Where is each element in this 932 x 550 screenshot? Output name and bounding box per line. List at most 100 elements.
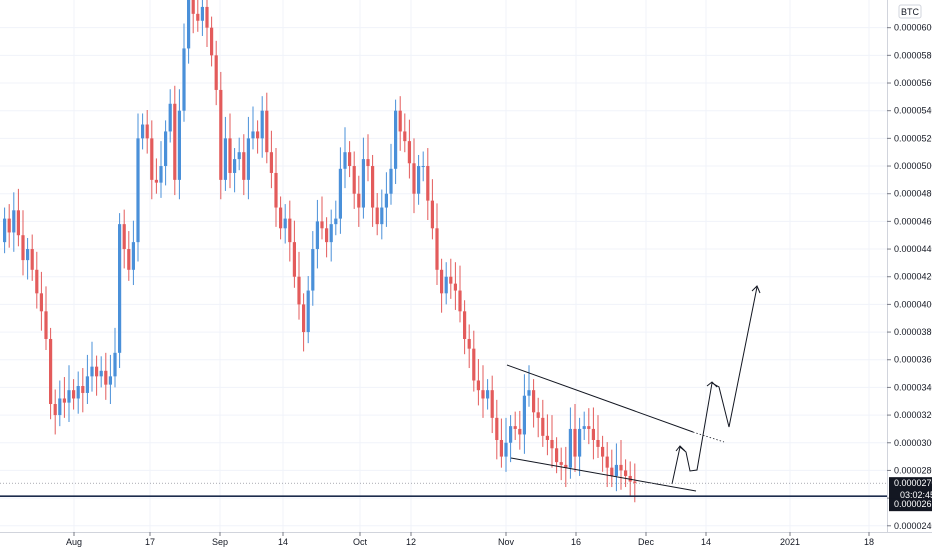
candle-body — [499, 439, 503, 457]
candle-body — [412, 163, 416, 194]
candle-body — [343, 152, 347, 169]
candle-body — [559, 462, 563, 465]
candle-body — [3, 218, 7, 243]
candle-body — [237, 152, 241, 160]
candle-body — [145, 124, 149, 139]
y-tick-label: 0.00005400 — [894, 106, 932, 116]
candle-body — [302, 304, 306, 333]
candle-body — [518, 428, 522, 435]
candle-body — [430, 200, 434, 229]
candle-body — [72, 390, 76, 399]
path-arrowhead-small — [675, 445, 686, 452]
candle-body — [122, 224, 126, 250]
candle-body — [440, 269, 444, 294]
projected-breakout-path[interactable] — [671, 286, 758, 485]
candle-body — [421, 166, 425, 168]
price-badges: 0.00002708 03:02:450.00002614 — [0, 477, 932, 512]
candle-body — [260, 110, 264, 139]
candle-body — [582, 426, 586, 429]
candle-body — [476, 380, 480, 391]
y-tick-label: 0.00004200 — [894, 272, 932, 282]
chart-drawings[interactable] — [506, 285, 761, 492]
candle-body — [141, 124, 145, 139]
wedge-upper-trendline[interactable] — [506, 364, 694, 433]
candle-body — [200, 6, 204, 21]
candle-body — [214, 55, 218, 90]
candle-body — [62, 398, 66, 403]
time-axis[interactable]: Aug 17 Sep 14 Oct 12 Nov 16 Dec 14 2021 18 — [0, 532, 932, 547]
candle-body — [26, 249, 30, 261]
candle-body — [191, 0, 195, 14]
candle-body — [532, 390, 536, 413]
candle-body — [21, 235, 25, 261]
candle-body — [168, 103, 172, 132]
candle-body — [7, 218, 11, 233]
candle-body — [292, 242, 296, 277]
candle-body — [407, 141, 411, 164]
price-axis[interactable]: 0.00006000 0.00005800 0.00005600 0.00005400… — [887, 0, 932, 550]
candle-body — [536, 412, 540, 418]
candle-body — [610, 467, 614, 476]
currency-badge[interactable] — [898, 4, 922, 19]
candle-body — [504, 442, 508, 457]
candle-body — [578, 428, 582, 457]
candle-body — [99, 370, 103, 377]
candle-body — [118, 224, 122, 353]
candle-body — [435, 228, 439, 270]
candle-body — [352, 166, 356, 194]
candle-body — [375, 207, 379, 225]
candle-body — [12, 210, 16, 233]
x-tick-label: 14 — [701, 537, 711, 547]
wedge-lower-trendline[interactable] — [510, 457, 697, 492]
candle-body — [210, 27, 214, 56]
x-tick-label: Nov — [498, 537, 515, 547]
candle-body — [150, 138, 154, 180]
candle-body — [256, 131, 260, 139]
x-tick-label: Dec — [638, 537, 655, 547]
y-tick-label: 0.00003000 — [894, 438, 932, 448]
candle-body — [564, 464, 568, 468]
candle-body — [628, 475, 632, 482]
y-tick-label: 0.00002800 — [894, 465, 932, 475]
candle-body — [449, 276, 453, 284]
candle-body — [283, 218, 287, 229]
candle-body — [104, 370, 108, 385]
candle-body — [495, 417, 499, 440]
grid-lines — [0, 0, 887, 532]
candle-body — [187, 0, 191, 49]
x-tick-label: Aug — [66, 537, 82, 547]
y-tick-label: 0.00003200 — [894, 410, 932, 420]
candle-body — [219, 89, 223, 180]
candle-body — [76, 386, 80, 399]
currency-badge-label: BTC — [901, 7, 920, 17]
candle-body — [541, 417, 545, 436]
candle-body — [81, 386, 85, 393]
candle-body — [463, 311, 467, 339]
candle-body — [16, 210, 20, 236]
candle-body — [325, 228, 329, 243]
path-arrowhead-peak — [706, 381, 718, 388]
candle-body — [279, 207, 283, 229]
x-tick-label: 18 — [864, 537, 874, 547]
candle-body — [274, 172, 278, 208]
x-tick-label: Oct — [353, 537, 368, 547]
candle-body — [154, 179, 158, 183]
y-tick-label: 0.00004800 — [894, 189, 932, 199]
candle-body — [605, 456, 609, 468]
candle-body — [136, 138, 140, 243]
candle-body — [403, 131, 407, 142]
y-tick-label: 0.00005800 — [894, 50, 932, 60]
countdown-label: 03:02:45 — [900, 490, 932, 500]
candle-body — [315, 221, 319, 250]
candle-body — [366, 159, 370, 167]
candle-body — [58, 398, 62, 416]
candle-body — [453, 283, 457, 291]
candle-body — [177, 110, 181, 180]
candle-body — [297, 276, 301, 305]
candle-body — [417, 166, 421, 194]
candle-body — [338, 168, 342, 219]
candle-body — [182, 48, 186, 111]
candle-body — [555, 448, 559, 463]
candle-body — [550, 439, 554, 449]
